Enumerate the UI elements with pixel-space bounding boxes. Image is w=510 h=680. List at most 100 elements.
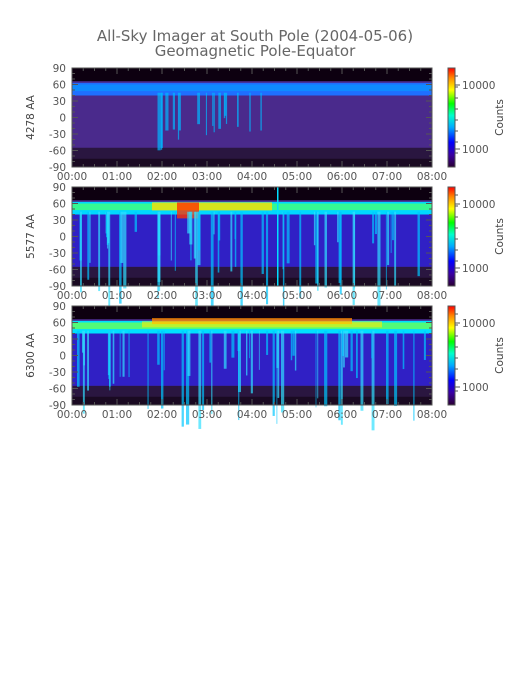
y-tick-label: 90 xyxy=(53,301,66,313)
y-axis-label: 4278 AA xyxy=(25,94,37,140)
x-tick-label: 04:00 xyxy=(237,171,267,183)
streak xyxy=(107,211,110,244)
y-tick-label: -90 xyxy=(49,400,66,412)
streak xyxy=(272,330,275,416)
y-tick-label: -30 xyxy=(49,129,66,141)
streak xyxy=(210,211,214,308)
streak xyxy=(147,330,149,409)
streak xyxy=(198,330,202,429)
colorbar-label: Counts xyxy=(494,337,506,374)
streak xyxy=(260,92,262,131)
streak xyxy=(294,330,297,371)
colorbar-tick-label: 10000 xyxy=(462,318,495,330)
x-tick-label: 05:00 xyxy=(282,409,312,421)
streak xyxy=(258,330,260,370)
x-tick-label: 00:00 xyxy=(57,290,87,302)
streak xyxy=(157,211,161,282)
streak xyxy=(211,330,213,415)
streak xyxy=(360,330,364,411)
streak xyxy=(83,330,85,366)
streak xyxy=(324,211,327,288)
streak xyxy=(108,211,111,311)
streak xyxy=(315,330,317,408)
streak xyxy=(266,330,269,355)
streak xyxy=(87,330,89,391)
streak xyxy=(213,211,215,235)
x-tick-label: 07:00 xyxy=(372,290,402,302)
y-tick-label: -30 xyxy=(49,367,66,379)
streak xyxy=(160,92,163,150)
x-tick-label: 08:00 xyxy=(417,409,447,421)
streak xyxy=(197,211,201,251)
colorbar-frame xyxy=(447,186,456,287)
streak xyxy=(353,211,356,289)
x-tick-label: 05:00 xyxy=(282,290,312,302)
streak xyxy=(350,330,353,372)
streak xyxy=(374,211,377,235)
streak xyxy=(172,92,175,130)
y-tick-label: -60 xyxy=(49,146,66,158)
streak xyxy=(230,211,233,272)
streak xyxy=(223,92,226,119)
streak xyxy=(299,211,302,299)
streak xyxy=(240,211,243,311)
streak xyxy=(161,330,164,409)
streak xyxy=(246,330,248,376)
streak xyxy=(394,330,398,407)
streak xyxy=(276,330,279,368)
streak xyxy=(112,330,115,384)
streak xyxy=(209,330,212,363)
x-tick-label: 04:00 xyxy=(237,290,267,302)
streak xyxy=(178,92,181,131)
y-tick-label: 0 xyxy=(59,351,66,363)
streak xyxy=(338,330,341,421)
streak xyxy=(372,211,375,244)
bright-arc xyxy=(152,318,352,325)
streak xyxy=(317,211,319,291)
streak xyxy=(356,330,358,379)
colorbar: 10000 1000 Counts xyxy=(447,67,506,168)
streak xyxy=(119,330,121,377)
streak xyxy=(337,211,339,243)
colorbar-tick-label: 10000 xyxy=(462,80,495,92)
streak xyxy=(223,330,227,369)
x-tick-label: 07:00 xyxy=(372,409,402,421)
y-tick-label: -90 xyxy=(49,162,66,174)
streak xyxy=(82,330,85,414)
streak xyxy=(157,330,160,365)
y-tick-label: -60 xyxy=(49,265,66,277)
colorbar-label: Counts xyxy=(494,99,506,136)
x-tick-label: 01:00 xyxy=(102,409,132,421)
y-tick-label: 30 xyxy=(53,215,66,227)
streak xyxy=(250,330,253,394)
y-tick-label: -90 xyxy=(49,281,66,293)
streak xyxy=(163,330,165,371)
streak xyxy=(423,330,426,360)
streak xyxy=(225,92,228,124)
colorbar-gradient xyxy=(448,306,455,405)
streak xyxy=(286,211,290,264)
colorbar: 10000 1000 Counts xyxy=(447,305,506,406)
y-axis-label: 6300 AA xyxy=(25,332,37,378)
streak xyxy=(261,211,264,274)
colorbar-gradient xyxy=(448,187,455,286)
x-tick-label: 06:00 xyxy=(327,171,357,183)
vertical-artifact xyxy=(277,187,279,286)
streak xyxy=(371,330,375,431)
streak xyxy=(187,211,191,234)
streak xyxy=(342,330,344,357)
streak xyxy=(238,330,240,421)
x-tick-label: 03:00 xyxy=(192,171,222,183)
streak xyxy=(392,211,394,241)
x-tick-label: 03:00 xyxy=(192,290,222,302)
streak xyxy=(128,330,130,378)
x-tick-label: 05:00 xyxy=(282,171,312,183)
streak xyxy=(119,211,122,304)
figure-subtitle: Geomagnetic Pole-Equator xyxy=(155,42,356,60)
streak xyxy=(120,211,124,263)
colorbar: 10000 1000 Counts xyxy=(447,186,506,287)
streak xyxy=(290,330,293,361)
streak xyxy=(390,211,392,253)
streak xyxy=(386,330,389,405)
bright-arc-peak xyxy=(177,202,199,219)
